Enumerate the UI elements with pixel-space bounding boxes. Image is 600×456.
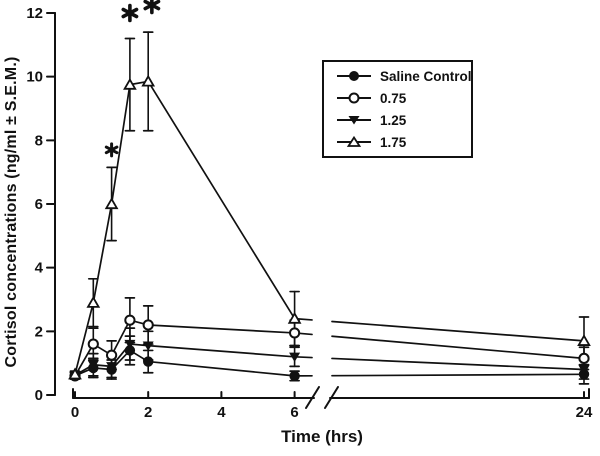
svg-text:4: 4 — [35, 260, 44, 277]
y-axis-label: Cortisol concentrations (ng/ml ± S.E.M.) — [3, 56, 20, 368]
svg-text:4: 4 — [217, 404, 226, 421]
svg-text:2: 2 — [35, 323, 43, 340]
legend-label: 1.25 — [380, 112, 407, 128]
legend-item-dose-0-75: 0.75 — [335, 89, 471, 108]
svg-text:0: 0 — [71, 404, 79, 421]
svg-text:0: 0 — [35, 387, 43, 404]
legend-item-dose-1-25: 1.25 — [335, 111, 471, 130]
legend: Saline Control 0.75 1.25 1.75 — [322, 60, 473, 158]
svg-text:10: 10 — [26, 69, 43, 86]
svg-text:2: 2 — [144, 404, 152, 421]
filled-circle-icon — [337, 71, 371, 81]
legend-label: Saline Control — [380, 68, 472, 84]
legend-item-dose-1-75: 1.75 — [335, 133, 471, 152]
svg-text:8: 8 — [35, 132, 43, 149]
open-circle-icon — [337, 92, 371, 104]
x-axis-label: Time (hrs) — [281, 427, 363, 446]
legend-label: 0.75 — [380, 90, 407, 106]
svg-text:6: 6 — [290, 404, 298, 421]
svg-text:24: 24 — [576, 404, 593, 421]
svg-text:12: 12 — [26, 5, 43, 22]
legend-label: 1.75 — [380, 134, 407, 150]
open-triangle-up-icon — [337, 135, 371, 147]
legend-item-saline-control: Saline Control — [335, 67, 472, 86]
svg-text:6: 6 — [35, 196, 43, 213]
filled-triangle-down-icon — [337, 116, 371, 125]
